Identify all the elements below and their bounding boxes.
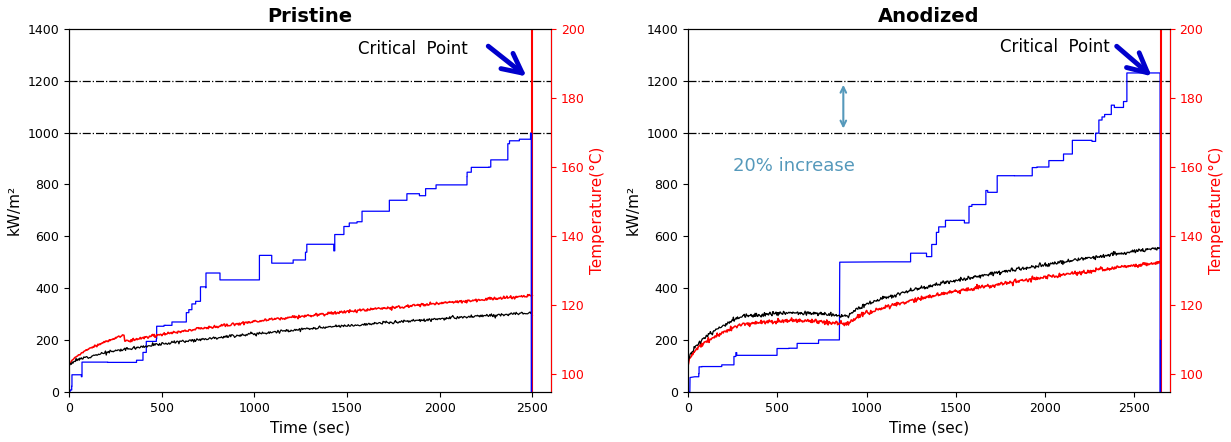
Title: Anodized: Anodized xyxy=(878,7,980,26)
Y-axis label: Temperature(°C): Temperature(°C) xyxy=(590,147,606,274)
Y-axis label: Temperature(°C): Temperature(°C) xyxy=(1209,147,1224,274)
Title: Pristine: Pristine xyxy=(267,7,352,26)
Text: Critical  Point: Critical Point xyxy=(1001,38,1110,56)
Text: 20% increase: 20% increase xyxy=(732,157,854,175)
Text: Critical  Point: Critical Point xyxy=(358,39,468,57)
X-axis label: Time (sec): Time (sec) xyxy=(889,420,969,435)
Y-axis label: kW/m²: kW/m² xyxy=(7,185,22,236)
Y-axis label: kW/m²: kW/m² xyxy=(625,185,641,236)
X-axis label: Time (sec): Time (sec) xyxy=(270,420,350,435)
